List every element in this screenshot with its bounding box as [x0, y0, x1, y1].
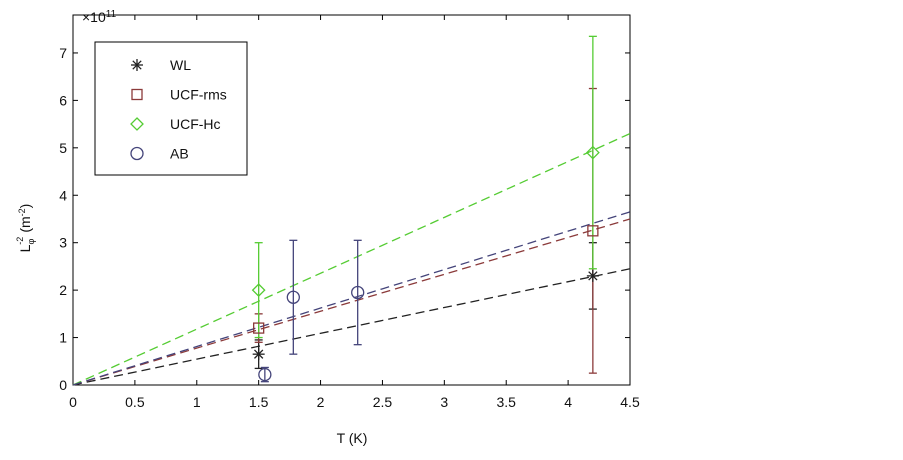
error-bar [588, 35, 597, 270]
x-tick-label: 4 [564, 394, 572, 410]
x-tick-label: 1.5 [249, 394, 269, 410]
marker [258, 367, 272, 382]
marker-stroke [132, 60, 142, 70]
x-tick-label: 0.5 [125, 394, 145, 410]
marker-square [131, 88, 143, 101]
marker-circle [286, 290, 300, 304]
marker-square [253, 322, 265, 334]
x-axis-label: T (K) [337, 430, 368, 446]
y-tick-label: 2 [59, 282, 67, 298]
marker-stroke [588, 271, 598, 281]
marker-diamond [585, 145, 600, 160]
legend-marker [130, 117, 144, 131]
plot-frame [72, 14, 631, 386]
x-tick-label: 1 [193, 394, 201, 410]
error-bar [260, 366, 269, 383]
y-tick-label: 6 [59, 92, 67, 108]
error-bar [254, 242, 263, 339]
marker-stroke [254, 349, 264, 359]
legend-marker [131, 59, 143, 71]
marker-circle [258, 367, 272, 382]
y-tick-label: 4 [59, 187, 67, 203]
y-axis-label: Lφ-2(m-2) [15, 204, 36, 253]
y-label-base: L [17, 244, 33, 252]
x-tick-label: 4.5 [620, 394, 640, 410]
marker [251, 283, 266, 298]
y-tick-label: 1 [59, 330, 67, 346]
marker [587, 225, 599, 237]
marker [286, 290, 300, 304]
y-label-unit: (m [17, 216, 33, 232]
y-tick-label: 5 [59, 140, 67, 156]
legend-label: WL [170, 57, 191, 73]
fit-line [72, 268, 631, 386]
y-tick-label: 3 [59, 235, 67, 251]
y-label-unit-sup: -2 [17, 208, 27, 216]
x-tick-label: 0 [69, 394, 77, 410]
multiplier-base: ×10 [82, 9, 106, 25]
marker-circle [130, 146, 144, 161]
y-tick-label: 7 [59, 45, 67, 61]
error-bar [353, 239, 362, 346]
legend-label: UCF-Hc [170, 116, 221, 132]
x-tick-label: 2 [317, 394, 325, 410]
y-label-sub: φ [26, 239, 36, 245]
x-tick-label: 3 [440, 394, 448, 410]
marker [252, 348, 265, 361]
marker-diamond [130, 117, 144, 131]
error-bar [289, 239, 298, 355]
legend-marker [131, 88, 143, 101]
legend-marker [130, 146, 144, 161]
x-tick-label: 3.5 [496, 394, 516, 410]
fit-line [72, 132, 631, 386]
fit-line [72, 218, 631, 386]
legend-box [94, 41, 248, 176]
marker [585, 145, 600, 160]
y-label-close: ) [17, 204, 33, 209]
marker-square [587, 225, 599, 237]
x-tick-label: 2.5 [373, 394, 393, 410]
y-tick-label: 0 [59, 377, 67, 393]
marker-diamond [251, 283, 266, 298]
marker [351, 285, 365, 300]
marker-circle [351, 285, 365, 300]
legend-label: UCF-rms [170, 87, 227, 103]
y-label-sup: -2 [15, 237, 25, 245]
legend-label: AB [170, 146, 189, 162]
marker [253, 322, 265, 334]
marker [586, 269, 599, 282]
